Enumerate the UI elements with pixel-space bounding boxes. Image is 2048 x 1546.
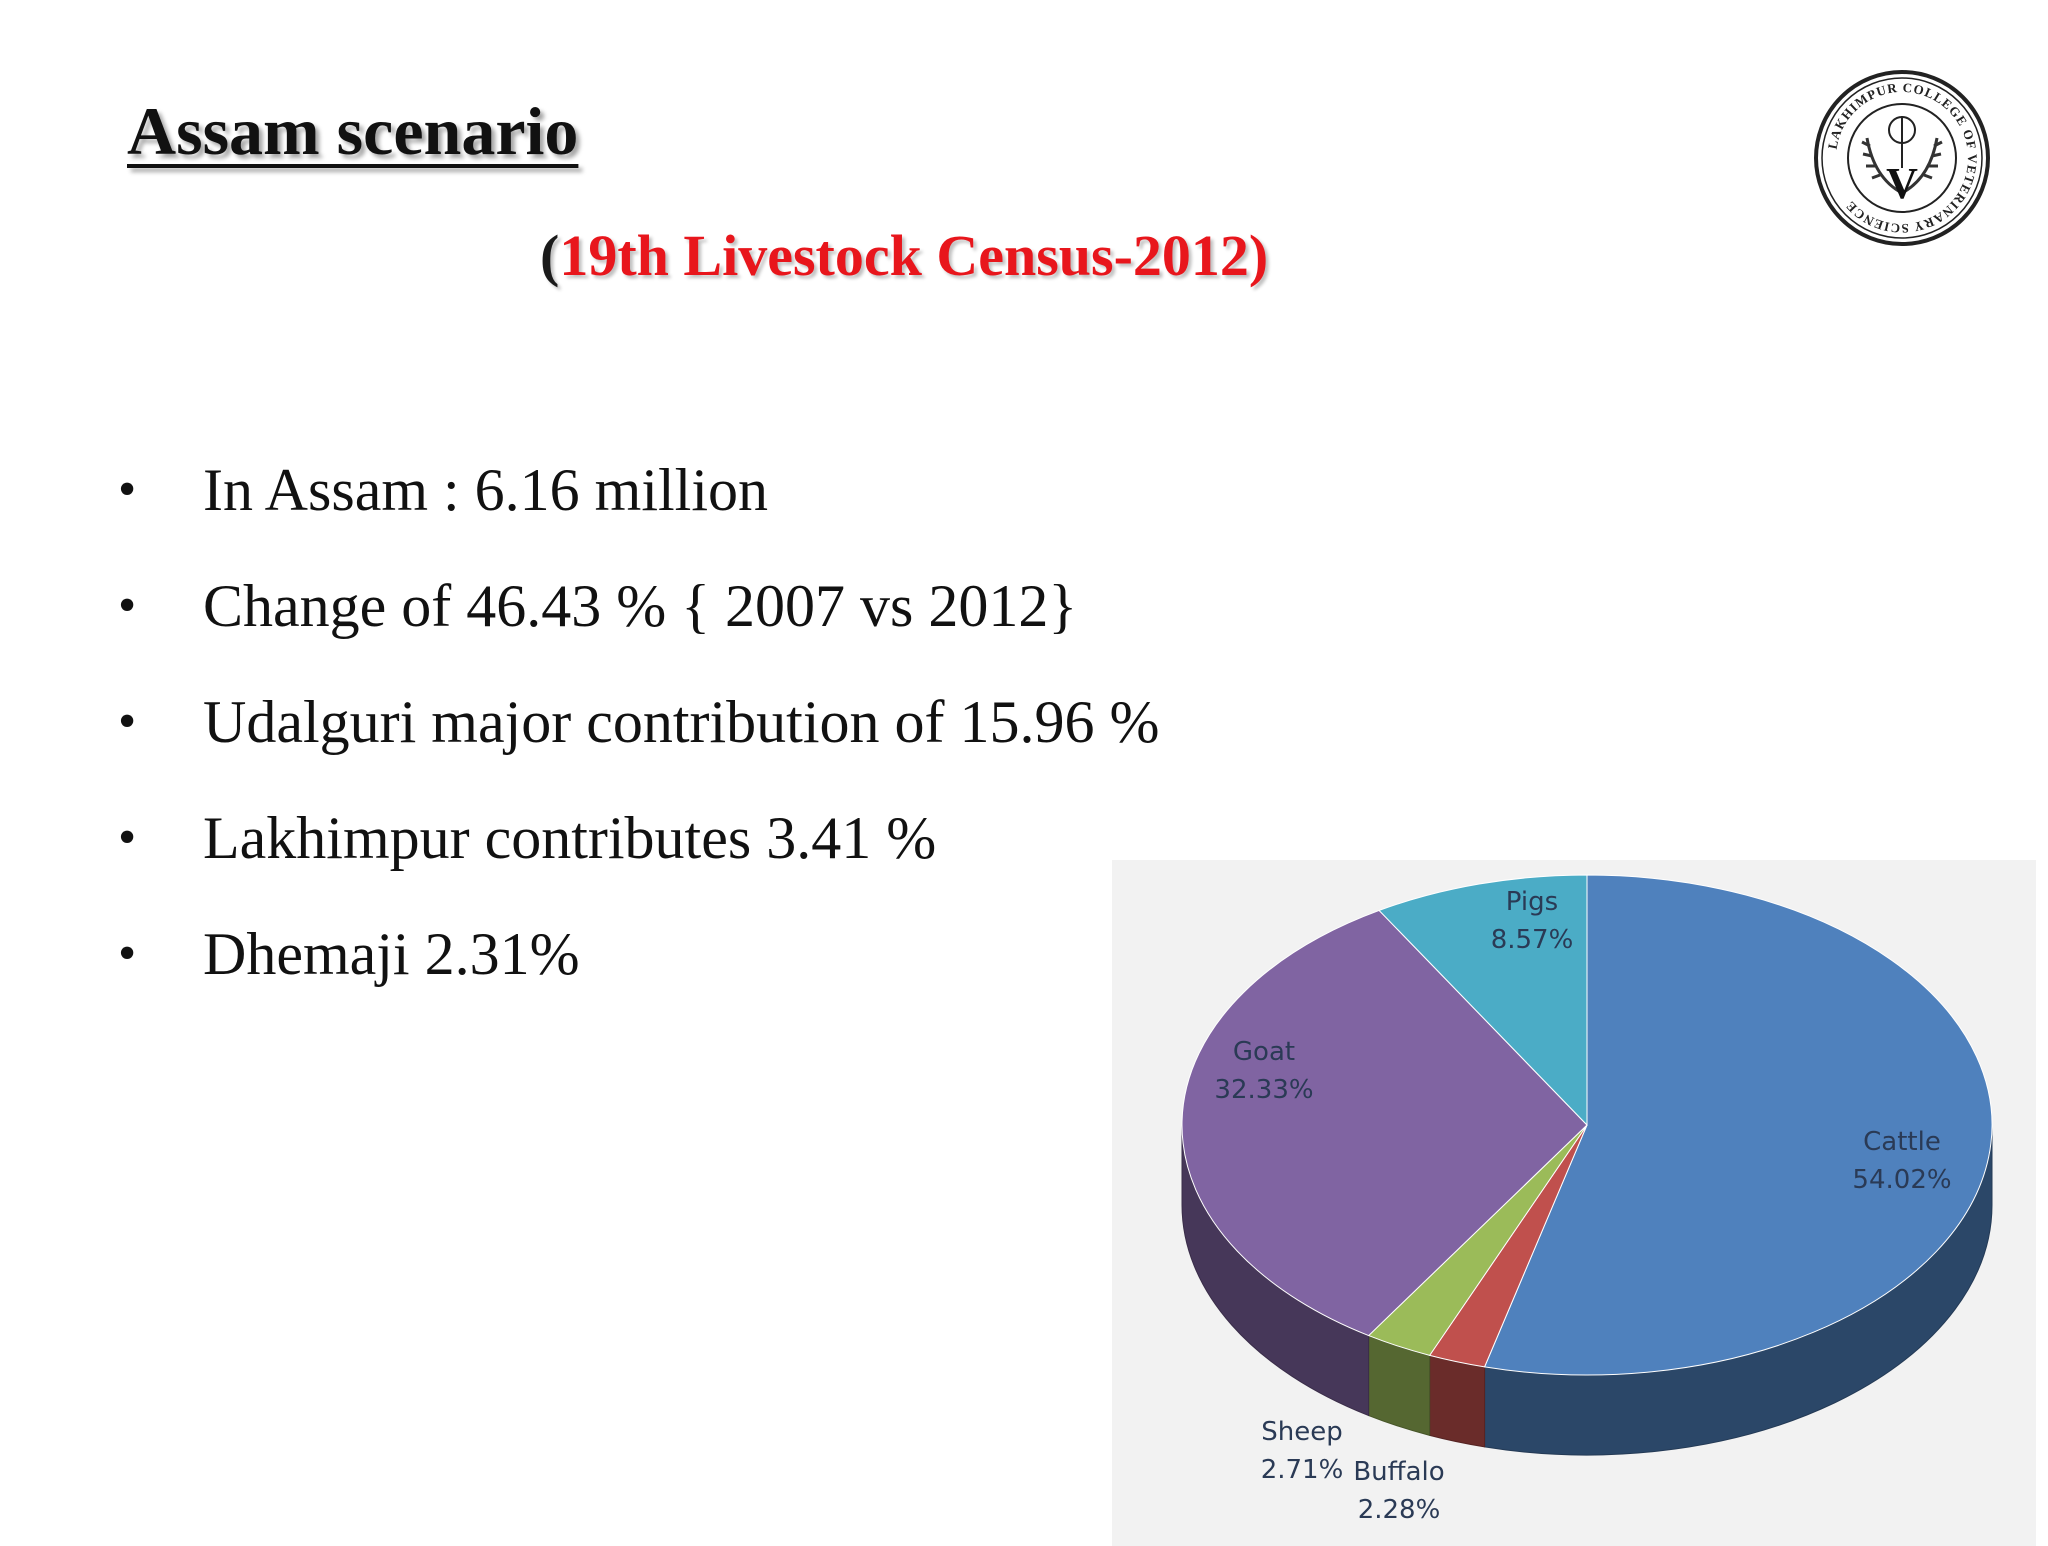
slide-title: Assam scenario xyxy=(127,93,579,169)
pie-label-name-goat: Goat xyxy=(1233,1037,1295,1067)
bullet-text: Udalguri major contribution of 15.96 % xyxy=(203,689,1160,755)
pie-sides xyxy=(1181,1124,1993,1456)
pie-label-value-sheep: 2.71% xyxy=(1261,1455,1344,1485)
pie-tops xyxy=(1181,874,1993,1376)
pie-label-value-pigs: 8.57% xyxy=(1491,925,1574,955)
pie-label-name-cattle: Cattle xyxy=(1863,1127,1941,1157)
bullet-list: • In Assam : 6.16 million • Change of 46.4… xyxy=(118,450,1159,1030)
bullet-icon: • xyxy=(118,925,137,982)
pie-side-buffalo xyxy=(1429,1354,1486,1448)
subtitle-open-paren: ( xyxy=(540,223,560,288)
pie-label-name-pigs: Pigs xyxy=(1506,887,1558,917)
pie-chart-container: Cattle 54.02% Buffalo 2.28% Sheep 2.71% Goat 32… xyxy=(1112,860,2036,1546)
pie-slice-pigs xyxy=(1378,874,1588,1127)
pie-label-value-goat: 32.33% xyxy=(1214,1075,1313,1105)
slide-subtitle: (19th Livestock Census-2012) xyxy=(540,222,1268,289)
bullet-icon: • xyxy=(118,693,137,750)
bullet-item: • Dhemaji 2.31% xyxy=(118,914,1159,1030)
pie-slice-cattle xyxy=(1483,874,1993,1376)
bullet-text: In Assam : 6.16 million xyxy=(203,457,769,523)
bullet-icon: • xyxy=(118,577,137,634)
pie-label-name-sheep: Sheep xyxy=(1261,1417,1342,1447)
pie-label-name-buffalo: Buffalo xyxy=(1353,1457,1444,1487)
bullet-icon: • xyxy=(118,461,137,518)
bullet-item: • Udalguri major contribution of 15.96 % xyxy=(118,682,1159,798)
bullet-item: • In Assam : 6.16 million xyxy=(118,450,1159,566)
pie-chart: Cattle 54.02% Buffalo 2.28% Sheep 2.71% Goat 32… xyxy=(1181,874,1993,1525)
pie-slice-goat xyxy=(1181,909,1588,1337)
pie-labels: Cattle 54.02% Buffalo 2.28% Sheep 2.71% Goat 32… xyxy=(1214,887,1951,1525)
logo-letter: V xyxy=(1886,159,1918,208)
subtitle-text: 19th Livestock Census-2012) xyxy=(559,223,1269,288)
bullet-text: Change of 46.43 % { 2007 vs 2012} xyxy=(203,573,1078,639)
bullet-text: Lakhimpur contributes 3.41 % xyxy=(203,805,937,871)
college-logo-icon: LAKHIMPUR COLLEGE OF VETERINARY SCIENCE … xyxy=(1814,70,1990,246)
bullet-text: Dhemaji 2.31% xyxy=(203,921,580,987)
bullet-icon: • xyxy=(118,809,137,866)
bullet-item: • Lakhimpur contributes 3.41 % xyxy=(118,798,1159,914)
bullet-item: • Change of 46.43 % { 2007 vs 2012} xyxy=(118,566,1159,682)
pie-label-value-cattle: 54.02% xyxy=(1852,1165,1951,1195)
pie-label-value-buffalo: 2.28% xyxy=(1358,1495,1441,1525)
